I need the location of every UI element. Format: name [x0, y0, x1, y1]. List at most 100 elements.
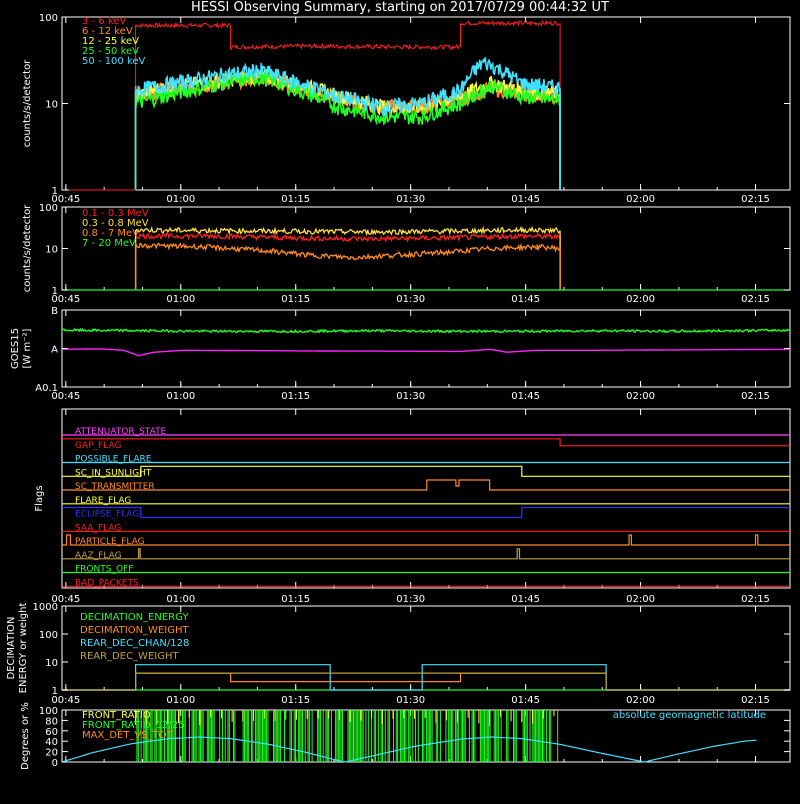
flags-label: FRONTS_OFF — [75, 565, 133, 575]
goes-frame — [61, 309, 791, 388]
highE-legend-entry: 7 - 20 MeV — [82, 238, 136, 249]
decim-xlabel: 01:15 — [281, 695, 310, 706]
highE-ytick-label: 100 — [39, 203, 58, 214]
decim-ytick-label: 1000 — [33, 602, 58, 613]
flags-line — [62, 548, 790, 560]
flags-label: SAA_FLAG — [75, 523, 121, 533]
decim-series-line — [62, 664, 790, 691]
highE-xlabel: 02:15 — [741, 294, 770, 305]
lowE-series-line — [134, 57, 561, 190]
ratio-ytick-label: 20 — [45, 748, 58, 759]
flags-line — [62, 534, 790, 546]
highE-legend-entry: 0.1 - 0.3 MeV — [82, 208, 149, 219]
decim-legend-entry: REAR_DEC_WEIGHT — [80, 651, 179, 662]
goes-ytick-label: B — [51, 306, 58, 317]
lowE-legend-entry: 3 - 6 keV — [82, 16, 126, 27]
lowE-legend-entry: 12 - 25 keV — [82, 36, 139, 47]
lowE-series-line — [68, 19, 561, 191]
ratio-ylabel: Degrees or % — [20, 702, 31, 770]
lowE-legend-entry: 50 - 100 keV — [82, 56, 146, 67]
lowE-legend-entry: 25 - 50 keV — [82, 46, 139, 57]
flags-xlabel: 01:00 — [166, 594, 195, 605]
ratio-ytick-label: 60 — [45, 727, 58, 738]
flags-frame — [61, 408, 791, 589]
lowE-series-line — [134, 70, 561, 190]
highE-frame — [61, 206, 791, 291]
flags-ylabel: Flags — [34, 485, 45, 511]
decim-xlabel: 01:00 — [166, 695, 195, 706]
ratio-bars — [135, 710, 559, 762]
goes-series-line — [61, 348, 790, 357]
flags-xlabel: 01:30 — [396, 594, 425, 605]
flags-xlabel: 02:00 — [626, 594, 655, 605]
lowE-xlabel: 00:45 — [51, 194, 80, 205]
lowE-xlabel: 01:00 — [166, 194, 195, 205]
highE-ytick-label: 10 — [45, 245, 58, 256]
goes-ylabel-units: [W m⁻²] — [22, 328, 33, 368]
decim-xlabel: 02:00 — [626, 695, 655, 706]
goes-xlabel: 01:30 — [396, 391, 425, 402]
goes-xlabel: 01:45 — [511, 391, 540, 402]
lowE-xlabel: 01:30 — [396, 194, 425, 205]
highE-xlabel: 01:30 — [396, 294, 425, 305]
ratio-ytick-label: 0 — [52, 758, 58, 769]
decim-ylabel2: ENERGY or weight — [18, 603, 29, 694]
flags-label: AAZ_FLAG — [75, 551, 122, 561]
goes-series-line — [61, 327, 791, 334]
flags-label: GAP_FLAG — [75, 441, 121, 451]
ratio-frame — [61, 709, 791, 763]
ratio-legend-entry: FRONT_RATIO_12/25 — [82, 720, 185, 731]
highE-ylabel: counts/s/detector — [22, 204, 33, 292]
highE-series-line — [134, 242, 561, 290]
ratio-ytick-label: 100 — [39, 706, 58, 717]
flags-line — [62, 479, 790, 491]
highE-ytick-label: 1 — [52, 286, 58, 297]
decim-ylabel: DECIMATION — [6, 616, 17, 679]
flags-label: BAD_PACKETS — [75, 578, 139, 588]
ratio-legend-entry: MAX_DET_VS_TOT — [82, 730, 174, 741]
flags-xlabel: 01:15 — [281, 594, 310, 605]
highE-xlabel: 01:15 — [281, 294, 310, 305]
decim-ytick-label: 100 — [39, 630, 58, 641]
flags-label: PARTICLE_FLAG — [75, 537, 145, 547]
flags-xlabel: 00:45 — [51, 594, 80, 605]
decim-xlabel: 01:45 — [511, 695, 540, 706]
goes-xlabel: 01:15 — [281, 391, 310, 402]
flags-label: ECLIPSE_FLAG — [75, 510, 139, 520]
flags-xlabel: 02:15 — [741, 594, 770, 605]
highE-legend-entry: 0.3 - 0.8 MeV — [82, 218, 149, 229]
flags-line — [62, 438, 790, 447]
decim-ytick-label: 10 — [45, 658, 58, 669]
flags-label: POSSIBLE_FLARE — [75, 455, 152, 465]
flags-line — [62, 465, 790, 477]
highE-xlabel: 01:00 — [166, 294, 195, 305]
goes-ytick-label: A — [51, 345, 58, 356]
flags-label: ATTENUATOR_STATE — [75, 427, 167, 437]
decim-series-line — [62, 672, 790, 691]
lowE-ytick-label: 10 — [45, 100, 58, 111]
ratio-legend-entry: FRONT_RATIO — [82, 710, 151, 721]
decim-xlabel: 01:30 — [396, 695, 425, 706]
ratio-latitude-line — [61, 736, 757, 763]
ratio-ytick-label: 80 — [45, 716, 58, 727]
goes-xlabel: 02:00 — [626, 391, 655, 402]
goes-ylabel: GOES15 — [10, 328, 21, 369]
highE-series-line — [134, 225, 561, 290]
lowE-xlabel: 02:15 — [741, 194, 770, 205]
goes-xlabel: 00:45 — [51, 391, 80, 402]
lowE-xlabel: 01:45 — [511, 194, 540, 205]
flags-label: SC_IN_SUNLIGHT — [75, 468, 152, 478]
lowE-xlabel: 01:15 — [281, 194, 310, 205]
flags-label: FLARE_FLAG — [75, 496, 131, 506]
flags-label: SC_TRANSMITTER — [75, 482, 155, 492]
highE-xlabel: 02:00 — [626, 294, 655, 305]
goes-ytick-label: A0.1 — [35, 383, 58, 394]
lowE-ylabel: counts/s/detector — [22, 59, 33, 147]
decim-ytick-label: 1 — [52, 686, 58, 697]
highE-legend-entry: 0.8 - 7 MeV — [82, 228, 139, 239]
lowE-ytick-label: 100 — [39, 13, 58, 24]
goes-xlabel: 02:15 — [741, 391, 770, 402]
decim-legend-entry: REAR_DEC_CHAN/128 — [80, 638, 189, 649]
